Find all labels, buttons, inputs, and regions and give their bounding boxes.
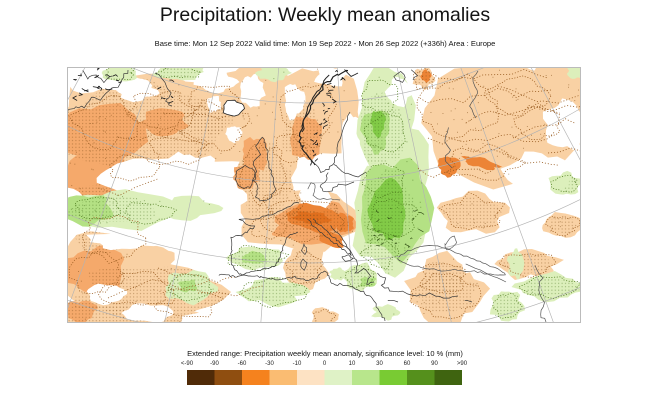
svg-text:-30: -30	[265, 361, 274, 367]
svg-text:60: 60	[404, 361, 411, 367]
svg-text:-90: -90	[210, 361, 219, 367]
svg-text:0: 0	[323, 361, 327, 367]
svg-text:90: 90	[431, 361, 438, 367]
svg-text:>90: >90	[457, 361, 468, 367]
svg-text:30: 30	[376, 361, 383, 367]
svg-text:-10: -10	[293, 361, 302, 367]
svg-text:-60: -60	[238, 361, 247, 367]
svg-text:<-90: <-90	[181, 361, 194, 367]
svg-text:10: 10	[349, 361, 356, 367]
